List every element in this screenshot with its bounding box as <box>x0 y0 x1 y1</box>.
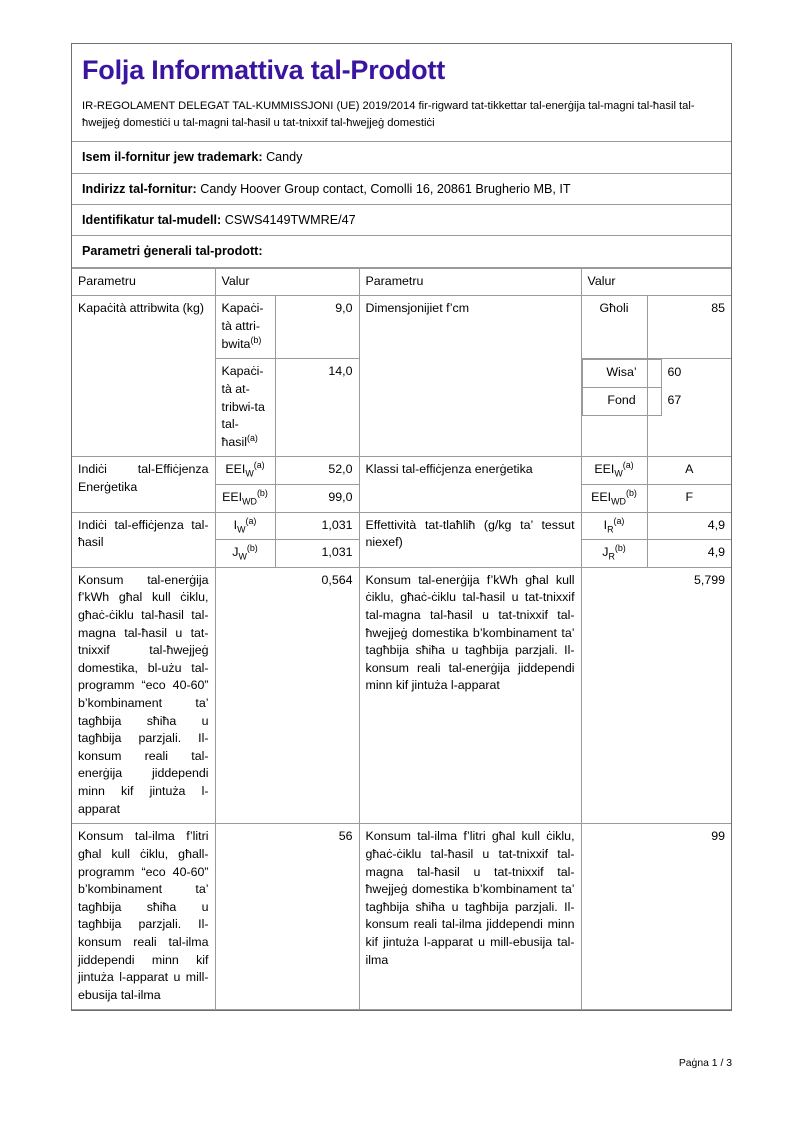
water-consumption-wash-value: 56 <box>214 823 360 1011</box>
dimensions-label: Dimensjonijiet f’cm <box>358 295 582 458</box>
jr-value: 4,9 <box>646 539 732 568</box>
table-row: EEIWD(b) 99,0 EEIWD(b) F <box>72 483 732 513</box>
supplier-address-value: Candy Hoover Group contact, Comolli 16, … <box>200 181 571 196</box>
supplier-name-row: Isem il-fornitur jew trademark: Candy <box>72 142 731 174</box>
header-valur-1: Valur <box>214 267 360 297</box>
page-title: Folja Informattiva tal-Prodott <box>82 55 446 85</box>
energy-class-w-value: A <box>646 456 732 485</box>
energy-consumption-washdry-label: Konsum tal-enerġija f’kWh għal kull ċikl… <box>358 566 582 825</box>
rated-capacity-label: Kapaċità attribwita (kg) <box>72 295 216 458</box>
energy-class-wd-value: F <box>646 483 732 513</box>
table-row: Indiċi tal-effiċjenza tal-ħasil IW(a) 1,… <box>72 511 732 568</box>
supplier-name-value: Candy <box>266 150 303 165</box>
energy-consumption-wash-value: 0,564 <box>214 566 360 825</box>
table-row: JW(b) 1,031 JR(b) 4,9 <box>72 539 732 568</box>
page-footer: Paġna 1 / 3 <box>678 1058 732 1069</box>
energy-consumption-wash-label: Konsum tal-enerġija f’kWh għal kull ċikl… <box>72 566 216 825</box>
regulation-subtitle: IR-REGOLAMENT DELEGAT TAL-KUMMISSJONI (U… <box>82 99 695 130</box>
table-row: Kapaċi-tà at-tribwi-ta tal-ħasil(a) 14,0… <box>72 358 731 458</box>
rinsing-effectiveness-label: Effettività tat-tlaħliħ (g/kg ta’ tessut… <box>358 511 582 568</box>
dimensions-sub-cells: Wisa’ 60 Fond 67 <box>581 358 681 457</box>
water-consumption-row: Konsum tal-ilma f’litri għal kull ċiklu,… <box>72 823 732 1011</box>
energy-consumption-row: Konsum tal-enerġija f’kWh għal kull ċikl… <box>72 566 732 825</box>
iw-label: IW(a) <box>214 511 276 541</box>
eei-wd-value: 99,0 <box>274 483 360 513</box>
rated-capacity-value-2: 14,0 <box>274 358 360 458</box>
model-identifier-label: Identifikatur tal-mudell: <box>82 213 222 228</box>
header-parametru-2: Parametru <box>358 267 582 297</box>
table-row: Indiċi tal-Effiċjenza Enerġetika EEIW(a)… <box>72 456 732 513</box>
energy-class-label: Klassi tal-effiċjenza enerġetika <box>358 456 582 513</box>
eei-wd-label: EEIWD(b) <box>214 483 276 513</box>
rated-capacity-value-1: 9,0 <box>274 295 360 360</box>
supplier-name-label: Isem il-fornitur jew trademark: <box>82 150 263 165</box>
model-identifier-row: Identifikatur tal-mudell: CSWS4149TWMRE/… <box>72 205 731 237</box>
iw-value: 1,031 <box>274 511 360 541</box>
jw-value: 1,031 <box>274 539 360 568</box>
dimension-label-width: Wisa’ <box>581 359 662 388</box>
energy-class-wd-label: EEIWD(b) <box>580 483 648 513</box>
water-consumption-wash-label: Konsum tal-ilma f’litri għal kull ċiklu,… <box>72 823 216 1011</box>
energy-class-w-label: EEIW(a) <box>580 456 648 485</box>
jr-label: JR(b) <box>580 539 648 568</box>
table-header-row: Parametru Valur Parametru Valur <box>72 267 732 297</box>
document-content: Folja Informattiva tal-Prodott IR-REGOLA… <box>71 43 732 1012</box>
dimension-value-height: 85 <box>646 295 732 360</box>
header-valur-2: Valur <box>580 267 732 297</box>
model-identifier-value: CSWS4149TWMRE/47 <box>224 213 356 228</box>
header-parametru-1: Parametru <box>72 267 216 297</box>
dimension-label-depth: Fond <box>581 386 662 416</box>
jw-label: JW(b) <box>214 539 276 568</box>
energy-consumption-washdry-value: 5,799 <box>580 566 732 825</box>
supplier-address-label: Indirizz tal-fornitur: <box>82 181 197 196</box>
washing-efficiency-index-label: Indiċi tal-effiċjenza tal-ħasil <box>72 511 216 568</box>
water-consumption-washdry-label: Konsum tal-ilma f’litri għal kull ċiklu,… <box>358 823 582 1011</box>
supplier-address-row: Indirizz tal-fornitur: Candy Hoover Grou… <box>72 174 731 206</box>
eei-label: Indiċi tal-Effiċjenza Enerġetika <box>72 456 216 513</box>
ir-value: 4,9 <box>646 511 732 541</box>
eei-w-label: EEIW(a) <box>214 456 276 485</box>
parameters-table: Parametru Valur Parametru Valur Kapaċità… <box>72 267 732 1011</box>
rated-capacity-sub-label-2: Kapaċi-tà at-tribwi-ta tal-ħasil(a) <box>214 358 276 458</box>
water-consumption-washdry-value: 99 <box>580 823 732 1011</box>
general-parameters-heading: Parametri ġenerali tal-prodott: <box>72 236 731 268</box>
ir-label: IR(a) <box>580 511 648 541</box>
rated-capacity-sub-label-1: Kapaċi-tà attri-bwita(b) <box>214 295 276 360</box>
eei-w-value: 52,0 <box>274 456 360 485</box>
dimension-label-height: Għoli <box>580 295 648 360</box>
title-block: Folja Informattiva tal-Prodott IR-REGOLA… <box>72 44 731 143</box>
table-row: Kapaċità attribwita (kg) Kapaċi-tà attri… <box>72 295 732 458</box>
